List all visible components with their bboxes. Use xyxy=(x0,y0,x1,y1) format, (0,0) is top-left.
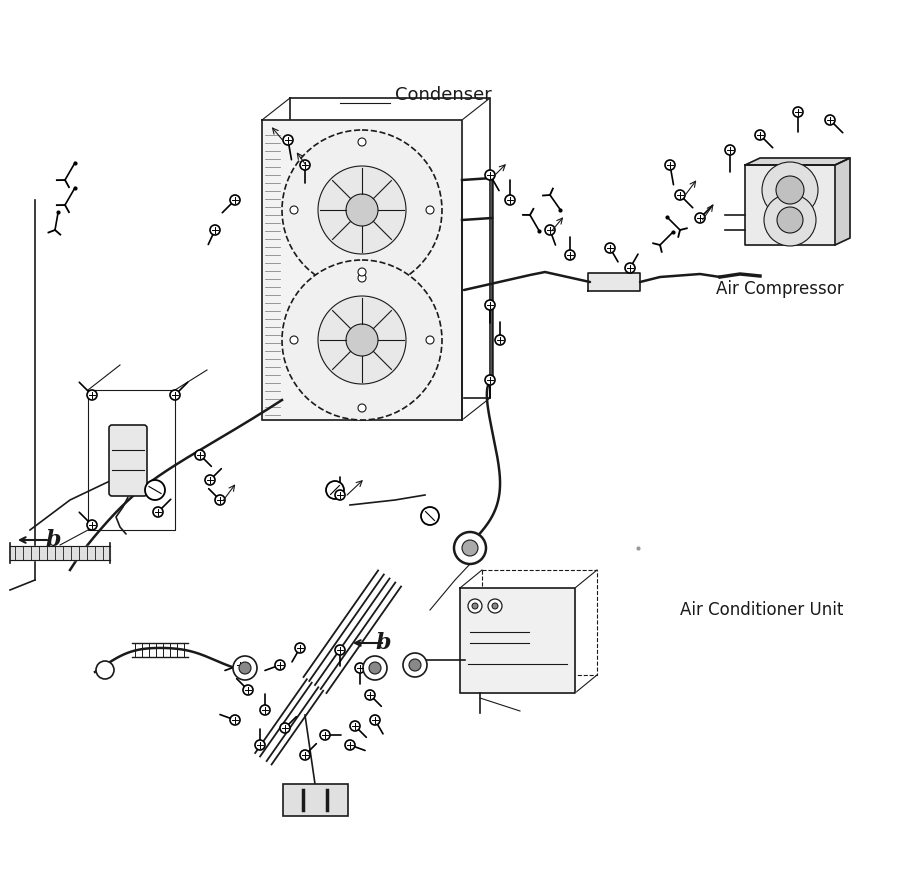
Circle shape xyxy=(283,135,293,145)
Text: b: b xyxy=(45,529,60,551)
Circle shape xyxy=(275,660,285,670)
Circle shape xyxy=(485,170,495,180)
Circle shape xyxy=(345,740,355,750)
Circle shape xyxy=(233,656,257,680)
Text: Air Conditioner Unit: Air Conditioner Unit xyxy=(680,601,843,619)
Circle shape xyxy=(492,603,498,609)
Circle shape xyxy=(290,206,298,214)
Circle shape xyxy=(145,480,165,500)
Circle shape xyxy=(695,213,705,223)
Circle shape xyxy=(358,274,366,282)
Circle shape xyxy=(777,207,803,233)
Circle shape xyxy=(205,475,215,485)
Circle shape xyxy=(318,166,406,254)
Circle shape xyxy=(335,645,345,655)
Circle shape xyxy=(454,532,486,564)
Circle shape xyxy=(725,145,735,155)
Text: Condenser: Condenser xyxy=(395,86,492,104)
Bar xyxy=(283,784,348,816)
Circle shape xyxy=(472,603,478,609)
Circle shape xyxy=(485,375,495,385)
Circle shape xyxy=(255,740,265,750)
Circle shape xyxy=(825,115,835,125)
Circle shape xyxy=(230,715,240,725)
Circle shape xyxy=(358,268,366,276)
Circle shape xyxy=(346,324,378,356)
Circle shape xyxy=(625,263,635,273)
Circle shape xyxy=(318,296,406,384)
Circle shape xyxy=(762,162,818,218)
Circle shape xyxy=(346,194,378,226)
Circle shape xyxy=(282,130,442,290)
Text: b: b xyxy=(375,632,390,654)
Circle shape xyxy=(565,250,575,260)
Circle shape xyxy=(210,225,220,235)
Polygon shape xyxy=(262,120,462,420)
Polygon shape xyxy=(588,273,640,291)
Circle shape xyxy=(290,336,298,344)
Circle shape xyxy=(300,750,310,760)
Circle shape xyxy=(409,659,421,671)
Circle shape xyxy=(295,643,305,653)
Circle shape xyxy=(485,300,495,310)
Polygon shape xyxy=(835,158,850,245)
Polygon shape xyxy=(10,546,110,560)
Circle shape xyxy=(755,130,765,140)
Circle shape xyxy=(776,176,804,204)
Circle shape xyxy=(369,662,381,674)
Circle shape xyxy=(665,160,675,170)
Circle shape xyxy=(195,450,205,460)
Polygon shape xyxy=(460,588,575,693)
Circle shape xyxy=(358,404,366,412)
Polygon shape xyxy=(745,158,850,165)
Circle shape xyxy=(793,107,803,117)
Circle shape xyxy=(363,656,387,680)
Circle shape xyxy=(505,195,515,205)
Circle shape xyxy=(87,390,97,400)
Circle shape xyxy=(170,390,180,400)
Circle shape xyxy=(403,653,427,677)
Circle shape xyxy=(260,705,270,715)
Circle shape xyxy=(326,481,344,499)
Circle shape xyxy=(365,690,375,700)
Polygon shape xyxy=(745,165,835,245)
Circle shape xyxy=(426,336,434,344)
Circle shape xyxy=(300,160,310,170)
Circle shape xyxy=(358,138,366,146)
Circle shape xyxy=(153,507,163,517)
Circle shape xyxy=(215,495,225,505)
Circle shape xyxy=(87,520,97,530)
Circle shape xyxy=(280,723,290,733)
Circle shape xyxy=(605,243,615,253)
Text: Air Compressor: Air Compressor xyxy=(716,280,844,298)
Circle shape xyxy=(675,190,685,200)
Circle shape xyxy=(488,599,502,613)
Circle shape xyxy=(96,661,114,679)
Circle shape xyxy=(282,260,442,420)
Circle shape xyxy=(335,490,345,500)
FancyBboxPatch shape xyxy=(109,425,147,496)
Circle shape xyxy=(350,721,360,731)
Circle shape xyxy=(235,660,245,670)
Circle shape xyxy=(426,206,434,214)
Circle shape xyxy=(320,730,330,740)
Circle shape xyxy=(764,194,816,246)
Circle shape xyxy=(355,663,365,673)
Circle shape xyxy=(370,715,380,725)
Circle shape xyxy=(495,335,505,345)
Circle shape xyxy=(462,540,478,556)
Circle shape xyxy=(468,599,482,613)
Circle shape xyxy=(239,662,251,674)
Circle shape xyxy=(243,685,253,695)
Circle shape xyxy=(421,507,439,525)
Circle shape xyxy=(230,195,240,205)
Circle shape xyxy=(545,225,555,235)
